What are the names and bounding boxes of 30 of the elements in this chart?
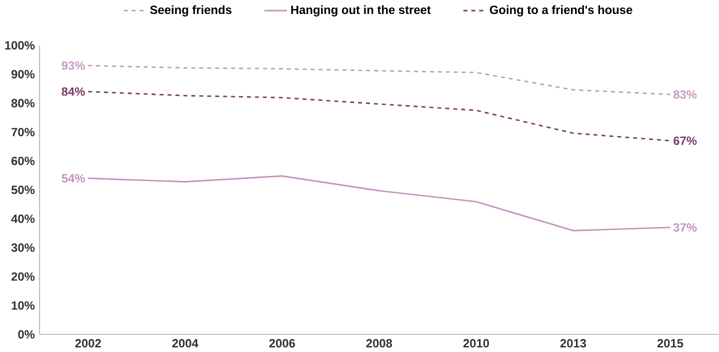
y-tick-label: 0% [18,330,35,339]
x-tick-label: 2010 [463,339,489,348]
data-label: 83% [674,90,697,99]
y-tick-label: 90% [11,70,35,78]
y-tick-label: 100% [5,41,35,50]
x-tick-label: 2002 [75,339,101,348]
line-series [87,90,671,142]
data-label: 93% [62,61,85,70]
y-tick-label: 80% [11,98,35,108]
data-label: 84% [62,87,85,96]
x-tick-label: 2006 [269,339,295,348]
x-tick-label: 2004 [172,339,198,348]
y-tick-label: 70% [12,128,35,136]
y-tick-label: 50% [11,186,35,194]
x-tick-label: 2008 [366,339,392,348]
y-tick-label: 60% [11,156,35,166]
y-tick-label: 20% [11,272,35,281]
x-tick-label: 2015 [657,339,684,348]
line-series [87,64,671,96]
y-tick-label: 40% [11,214,35,224]
legend-label: Seeing friends [150,5,232,17]
data-label: 54% [62,174,85,183]
legend-label: Going to a friend's house [490,5,632,17]
x-tick-label: 2013 [560,339,586,348]
line-series [87,175,671,232]
y-tick-label: 30% [11,243,35,252]
data-label: 37% [673,223,697,232]
data-label: 67% [674,136,697,145]
y-tick-label: 10% [12,301,35,310]
legend-label: Hanging out in the street [291,5,431,17]
